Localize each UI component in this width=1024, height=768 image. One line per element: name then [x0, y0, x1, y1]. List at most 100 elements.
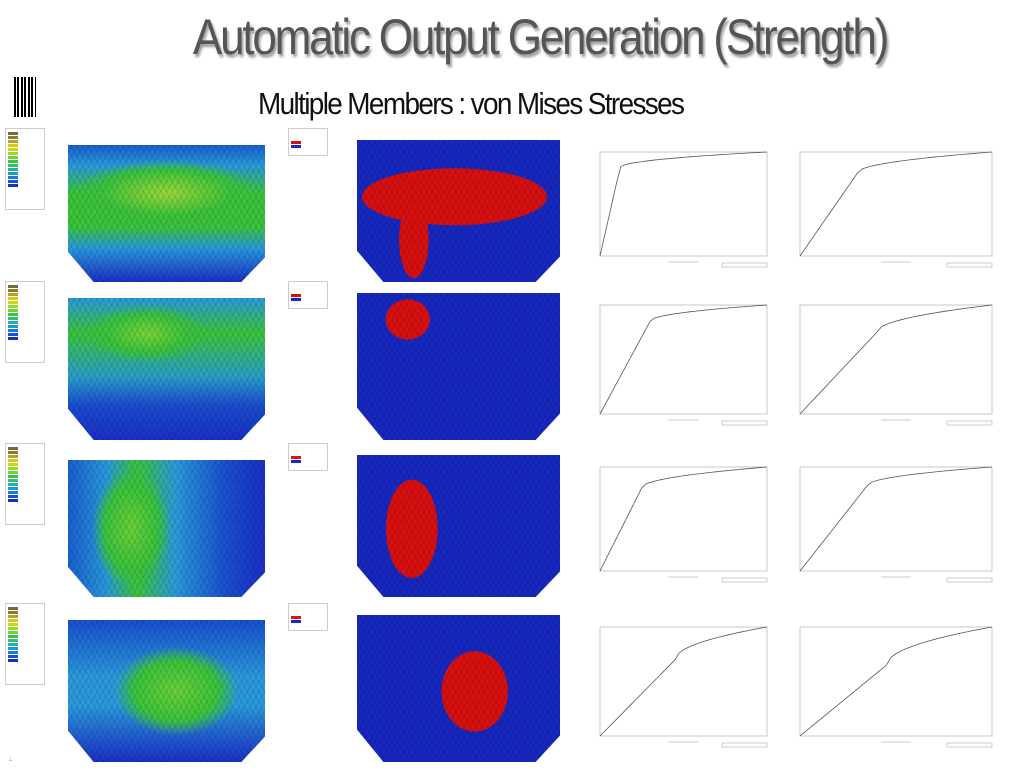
legend-swatch	[291, 456, 301, 459]
yield-region-plot	[357, 140, 560, 282]
legend-swatch	[8, 140, 18, 143]
legend-swatch	[8, 655, 18, 658]
legend-swatch	[8, 285, 18, 288]
legend-swatch	[8, 447, 18, 450]
legend-swatch	[8, 623, 18, 626]
legend-swatch	[8, 180, 18, 183]
legend-swatch	[8, 164, 18, 167]
chart-legend-box	[721, 577, 768, 583]
plot-frame	[799, 304, 993, 415]
legend-swatch	[8, 148, 18, 151]
legend-swatch	[8, 317, 18, 320]
plot-frame	[799, 626, 993, 737]
chart-legend-box	[721, 262, 768, 268]
legend-swatch	[8, 301, 18, 304]
contour-legend	[5, 443, 45, 525]
legend-swatch	[8, 651, 18, 654]
legend-swatch	[8, 321, 18, 324]
legend-swatch	[8, 659, 18, 662]
legend-swatch	[291, 460, 301, 463]
legend-swatch	[8, 333, 18, 336]
legend-swatch	[8, 132, 18, 135]
load-displacement-chart	[590, 463, 775, 585]
legend-swatch	[291, 294, 301, 297]
chart-legend-box	[946, 742, 993, 748]
chart-svg	[799, 151, 993, 268]
legend-swatch	[8, 136, 18, 139]
von-mises-contour-plot	[68, 298, 265, 440]
plot-frame	[799, 466, 993, 572]
chart-legend-box	[946, 420, 993, 426]
chart-svg	[599, 466, 768, 583]
yield-region-plot	[357, 455, 560, 597]
von-mises-contour-plot	[68, 460, 265, 597]
chart-legend-box	[721, 742, 768, 748]
legend-swatch	[8, 643, 18, 646]
plot-frame	[599, 466, 768, 572]
load-displacement-chart	[590, 623, 775, 750]
slide-subtitle: Multiple Members : von Mises Stresses	[258, 86, 685, 121]
axis-triad-icon: ⊥	[8, 757, 14, 763]
chart-legend-box	[946, 262, 993, 268]
chart-legend-box	[721, 420, 768, 426]
legend-swatch	[8, 156, 18, 159]
load-displacement-chart	[590, 301, 775, 428]
barcode-decoration	[14, 77, 36, 117]
legend-swatch	[8, 471, 18, 474]
legend-swatch	[8, 293, 18, 296]
yield-legend	[288, 603, 328, 631]
legend-swatch	[8, 455, 18, 458]
chart-svg	[599, 151, 768, 268]
plot-frame	[799, 151, 993, 257]
legend-swatch	[8, 499, 18, 502]
legend-swatch	[8, 631, 18, 634]
yield-region-plot	[357, 293, 560, 440]
chart-svg	[799, 466, 993, 583]
legend-swatch	[291, 145, 301, 148]
yield-legend	[288, 281, 328, 309]
legend-swatch	[8, 479, 18, 482]
legend-swatch	[8, 337, 18, 340]
contour-legend	[5, 128, 45, 210]
legend-swatch	[8, 459, 18, 462]
legend-swatch	[8, 615, 18, 618]
legend-swatch	[291, 616, 301, 619]
legend-swatch	[8, 467, 18, 470]
load-curve	[599, 626, 768, 737]
chart-svg	[799, 626, 993, 748]
legend-swatch	[8, 491, 18, 494]
legend-swatch	[8, 152, 18, 155]
legend-swatch	[8, 144, 18, 147]
legend-swatch	[8, 313, 18, 316]
load-curve	[599, 304, 768, 415]
yield-region-plot	[357, 615, 560, 762]
legend-swatch	[8, 309, 18, 312]
legend-swatch	[8, 483, 18, 486]
plot-frame	[599, 151, 768, 257]
legend-swatch	[8, 627, 18, 630]
load-curve	[599, 151, 768, 257]
von-mises-contour-plot	[68, 145, 265, 282]
slide-title: Automatic Output Generation (Strength)	[192, 9, 889, 65]
legend-swatch	[8, 325, 18, 328]
load-displacement-chart	[790, 623, 1000, 750]
load-displacement-chart	[790, 148, 1000, 270]
chart-svg	[799, 304, 993, 426]
legend-swatch	[8, 487, 18, 490]
load-curve	[799, 466, 993, 572]
legend-swatch	[8, 463, 18, 466]
legend-swatch	[8, 611, 18, 614]
chart-legend-box	[946, 577, 993, 583]
legend-swatch	[291, 141, 301, 144]
legend-swatch	[8, 172, 18, 175]
legend-swatch	[8, 297, 18, 300]
legend-swatch	[8, 607, 18, 610]
load-curve	[799, 151, 993, 257]
legend-swatch	[8, 475, 18, 478]
load-curve	[799, 626, 993, 737]
load-curve	[599, 466, 768, 572]
plot-frame	[599, 304, 768, 415]
legend-swatch	[8, 176, 18, 179]
load-curve	[799, 304, 993, 415]
legend-swatch	[8, 160, 18, 163]
